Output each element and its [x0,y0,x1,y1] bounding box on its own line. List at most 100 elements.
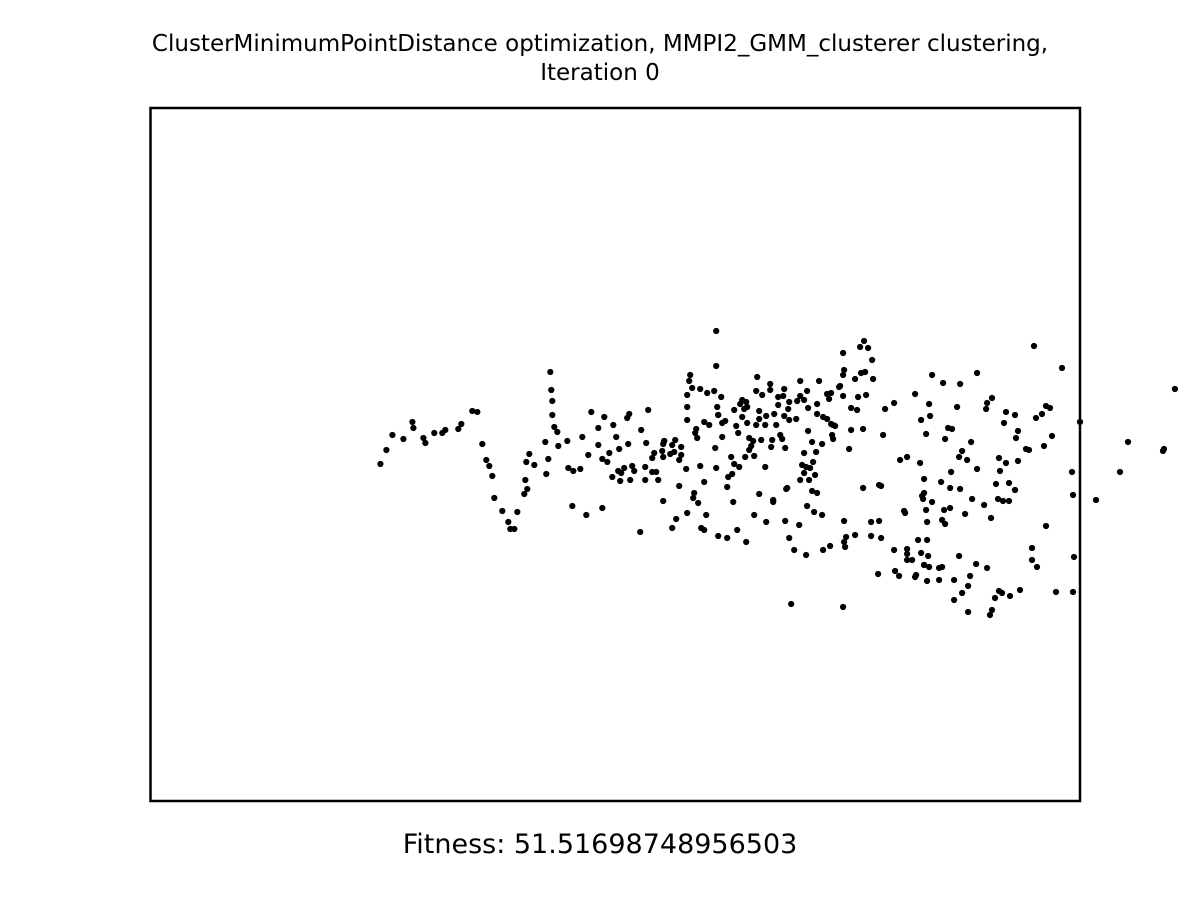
data-point [483,456,490,464]
data-point [897,456,904,464]
data-point [809,487,816,495]
data-point [840,603,847,611]
data-point [870,375,877,383]
data-point [737,400,744,408]
data-point [617,477,624,485]
data-point [610,421,617,429]
data-point [676,456,683,464]
data-point [637,528,644,536]
data-point [731,406,738,414]
data-point [865,344,872,352]
data-point [514,508,521,516]
data-point [804,387,811,395]
data-point [964,456,971,464]
data-point [984,399,991,407]
data-point [491,494,498,502]
data-point [735,429,742,437]
data-point [377,460,384,468]
data-point [734,526,741,534]
data-point [744,403,751,411]
data-point [797,392,804,400]
data-point [431,429,438,437]
data-point [921,489,928,497]
data-point [917,459,924,467]
data-point [959,589,966,597]
data-point [947,484,954,492]
data-point [651,449,658,457]
data-point [957,380,964,388]
data-point [786,416,793,424]
data-point [852,375,859,383]
data-point [763,412,770,420]
data-point [924,536,931,544]
data-point [951,576,958,584]
data-point [687,371,694,379]
data-point [814,410,821,418]
data-point [974,369,981,377]
data-point [1092,496,1100,504]
data-point [522,476,529,484]
chart-title-line-1: ClusterMinimumPointDistance optimization… [151,31,1049,57]
data-point [892,567,899,575]
data-point [805,404,812,412]
data-point [588,408,595,416]
data-point [753,421,760,429]
data-point [1032,414,1040,422]
data-point [631,467,638,475]
data-point [763,518,770,526]
data-point [921,561,928,569]
data-point [1070,553,1078,561]
data-point [531,461,538,469]
data-point [775,401,782,409]
data-point [841,517,848,525]
data-point [786,534,793,542]
data-point [863,391,870,399]
data-point [981,501,988,509]
data-point [599,455,606,463]
data-point [1012,434,1020,442]
data-point [923,506,930,514]
data-point [962,510,969,518]
data-point [455,425,462,433]
data-point [947,504,954,512]
data-point [389,431,396,439]
data-point [793,415,800,423]
data-point [954,403,961,411]
data-point [770,498,777,506]
data-point [595,424,602,432]
data-point [767,386,774,394]
data-point [940,379,947,387]
data-point [523,458,530,466]
data-point [758,436,765,444]
data-point [841,538,848,546]
data-point [842,543,849,551]
data-point [526,450,533,458]
data-point [969,495,976,503]
data-point [711,387,718,395]
data-point [941,506,948,514]
data-point [1011,411,1019,419]
data-point [854,406,861,414]
data-point [988,606,996,614]
data-point [1046,404,1054,412]
data-point [659,447,666,455]
data-point [409,418,416,426]
data-point [999,497,1007,505]
data-point [733,422,740,430]
data-point [621,464,628,472]
data-point [814,489,821,497]
data-point [660,453,667,461]
data-point [810,458,817,466]
data-point [796,521,803,529]
data-point [410,424,417,432]
data-point [1116,468,1124,476]
data-point [857,343,864,351]
data-point [736,463,743,471]
data-point [713,327,720,335]
data-point [1028,556,1036,564]
data-point [583,511,590,519]
data-point [667,450,674,458]
data-point [973,560,980,568]
data-point [706,421,713,429]
